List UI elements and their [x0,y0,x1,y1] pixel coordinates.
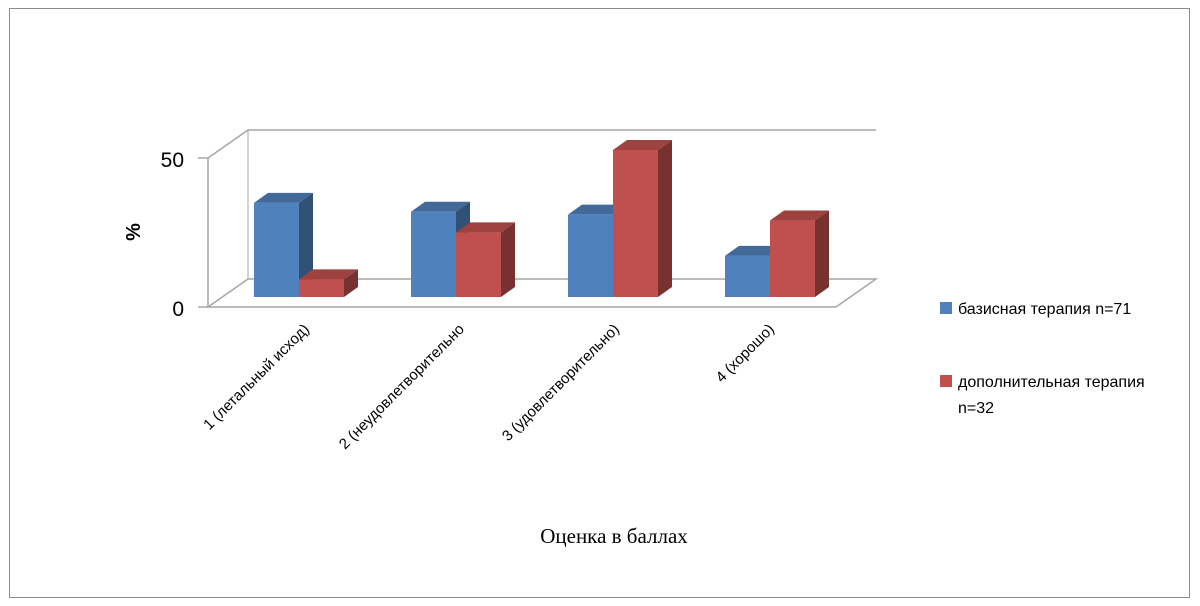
bar-front [299,279,344,297]
bar-top [299,269,358,280]
bar-front [770,220,815,297]
bar-basis-1 [254,192,313,297]
category-labels: 1 (летальный исход) 2 (неудовлетворительн… [200,321,778,453]
bar-side [658,140,672,297]
bar-front [254,202,299,297]
chart-walls [198,129,879,308]
legend-swatch-additional [940,375,952,387]
bar-front [725,255,770,297]
x-axis-label: Оценка в баллах [540,524,688,548]
bar-top [613,140,672,150]
bar-top [411,201,470,212]
bar-top [770,210,829,221]
y-axis-label: % [123,223,145,241]
bar-front [613,150,658,297]
category-label-3: 3 (удовлетворительно) [499,321,623,445]
y-tick-50: 50 [161,149,184,172]
bar-top [254,192,313,203]
bar-top [725,245,784,256]
bar-top [456,222,515,233]
category-label-4: 4 (хорошо) [713,321,778,386]
legend-label-basis: базисная терапия n=71 [958,301,1131,318]
legend-swatch-basis [940,302,952,314]
y-tick-0: 0 [172,298,184,321]
bar-additional-2 [456,222,515,297]
bar-additional-1 [299,269,358,297]
bar-additional-4 [770,210,829,297]
legend: базисная терапия n=71 дополнительная тер… [940,301,1145,417]
bar-side [344,269,358,297]
legend-label-additional-line1: дополнительная терапия [958,374,1145,391]
bar-additional-3 [613,140,672,297]
bar-top [568,204,627,215]
chart-frame [9,8,1190,598]
chart-bars [254,140,829,297]
chart-floor [205,278,879,308]
gridline-max [198,129,876,159]
bar-front [411,211,456,297]
bar-side [501,222,515,297]
bar-front [568,214,613,297]
legend-label-additional-line2: n=32 [958,400,994,417]
category-label-2: 2 (неудовлетворительно [336,321,468,453]
bar-side [815,210,829,297]
bar-front [456,232,501,297]
category-label-1: 1 (летальный исход) [200,321,313,434]
bar-side [299,192,313,297]
